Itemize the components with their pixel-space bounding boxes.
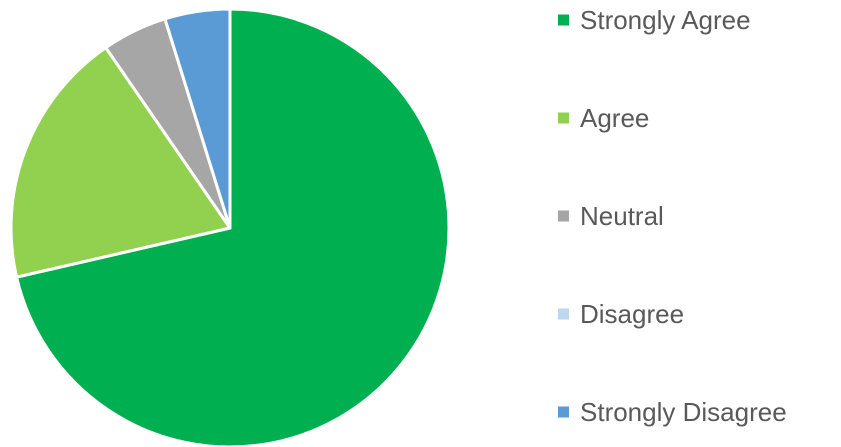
legend-swatch-neutral — [558, 210, 569, 222]
pie-slice-strongly-disagree — [163, 7, 232, 230]
legend-swatch-disagree — [558, 308, 569, 320]
legend-swatch-strongly-agree — [558, 14, 569, 26]
legend-item-agree: Agree — [558, 103, 649, 133]
legend: Strongly Agree Agree Neutral Disagree Strong… — [558, 5, 787, 427]
pie-slice-strongly-agree — [15, 7, 451, 447]
legend-item-strongly-agree: Strongly Agree — [558, 5, 751, 35]
legend-item-disagree: Disagree — [558, 299, 684, 329]
legend-swatch-agree — [558, 112, 569, 124]
legend-label-neutral: Neutral — [580, 201, 664, 231]
pie-slice-agree — [9, 46, 232, 279]
legend-item-strongly-disagree: Strongly Disagree — [558, 397, 787, 427]
legend-label-disagree: Disagree — [580, 299, 684, 329]
legend-item-neutral: Neutral — [558, 201, 664, 231]
legend-label-strongly-agree: Strongly Agree — [580, 5, 751, 35]
legend-label-strongly-disagree: Strongly Disagree — [580, 397, 787, 427]
legend-label-agree: Agree — [580, 103, 649, 133]
pie-slices — [9, 7, 451, 447]
legend-swatch-strongly-disagree — [558, 406, 569, 418]
